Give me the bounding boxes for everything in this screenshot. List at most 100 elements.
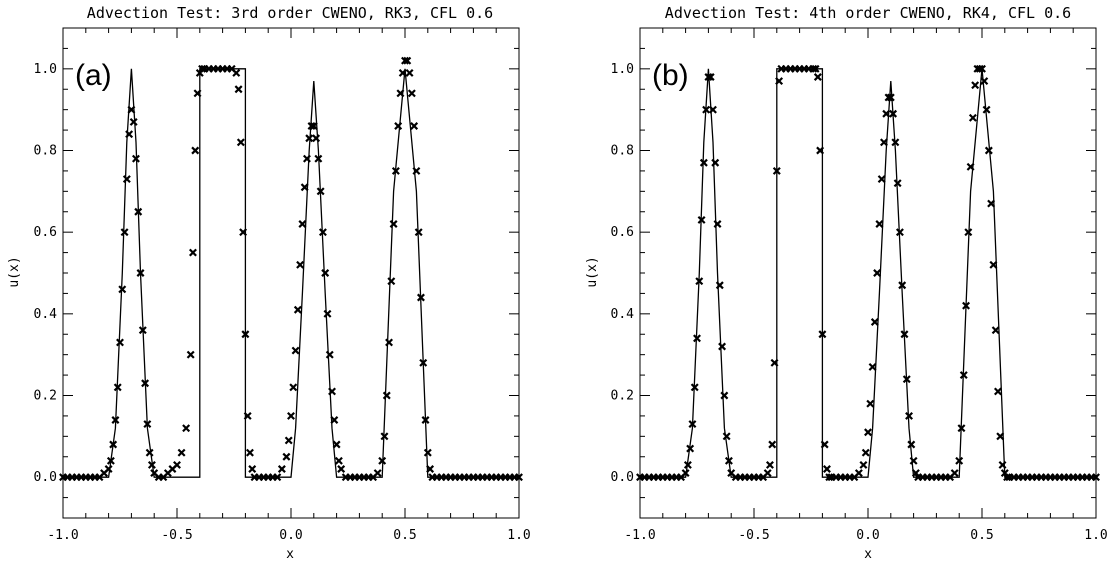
data-point-marker xyxy=(234,85,243,94)
chart-title: Advection Test: 4th order CWENO, RK4, CF… xyxy=(665,4,1071,22)
data-point-marker xyxy=(989,260,998,269)
data-point-marker xyxy=(129,117,138,126)
chart-title: Advection Test: 3rd order CWENO, RK3, CF… xyxy=(87,4,493,22)
data-point-marker xyxy=(118,285,127,294)
data-point-marker xyxy=(318,228,327,237)
data-point-marker xyxy=(978,64,986,73)
data-point-marker xyxy=(182,424,191,433)
data-point-marker xyxy=(882,109,891,118)
data-point-marker xyxy=(287,411,295,420)
data-point-marker xyxy=(405,68,414,77)
data-point-marker xyxy=(861,448,870,457)
data-point-marker xyxy=(423,448,432,457)
y-tick-label: 0.6 xyxy=(34,225,57,240)
data-point-marker xyxy=(113,383,122,392)
x-tick-label: 0.0 xyxy=(279,528,302,543)
data-point-marker xyxy=(282,452,291,461)
data-point-marker xyxy=(330,416,339,424)
data-point-marker xyxy=(312,134,321,143)
data-point-marker xyxy=(122,175,131,184)
data-point-marker xyxy=(314,154,323,163)
data-point-marker xyxy=(711,158,720,167)
data-point-marker xyxy=(106,456,115,465)
data-point-marker xyxy=(911,469,920,478)
data-point-marker xyxy=(866,399,875,408)
data-point-marker xyxy=(772,166,781,175)
data-point-marker xyxy=(385,338,394,347)
data-point-marker xyxy=(975,64,984,73)
data-point-marker xyxy=(293,305,302,314)
panel-label: (a) xyxy=(75,59,112,92)
data-point-marker xyxy=(957,424,966,433)
x-tick-label: 1.0 xyxy=(1084,528,1107,543)
x-tick-label: -1.0 xyxy=(624,528,655,543)
y-tick-label: 0.4 xyxy=(34,307,58,322)
data-point-marker xyxy=(859,460,868,469)
y-tick-label: 0.6 xyxy=(611,225,634,240)
data-point-marker xyxy=(186,350,195,359)
data-point-marker xyxy=(298,220,307,228)
data-point-marker xyxy=(284,436,293,445)
data-point-marker xyxy=(873,269,882,277)
data-point-marker xyxy=(389,220,398,228)
plot-frame xyxy=(62,27,520,519)
data-point-marker xyxy=(337,465,346,473)
data-point-marker xyxy=(401,56,409,65)
data-point-marker xyxy=(683,460,692,469)
x-tick-label: 1.0 xyxy=(507,528,530,543)
data-point-marker xyxy=(870,318,879,326)
data-point-marker xyxy=(305,134,314,143)
data-point-marker xyxy=(699,158,708,167)
data-point-marker xyxy=(763,469,772,478)
data-point-marker xyxy=(145,448,154,457)
x-tick-label: -1.0 xyxy=(47,528,78,543)
x-tick-label: -0.5 xyxy=(161,528,192,543)
data-point-marker xyxy=(245,448,254,457)
data-point-marker xyxy=(968,113,977,122)
data-point-marker xyxy=(127,105,136,114)
data-point-marker xyxy=(382,391,391,400)
data-point-marker xyxy=(131,154,140,163)
data-point-marker xyxy=(893,179,902,188)
data-point-marker xyxy=(704,73,713,81)
data-point-marker xyxy=(889,109,898,118)
data-point-marker xyxy=(141,379,150,388)
y-tick-label: 0.8 xyxy=(611,144,634,159)
y-tick-label: 0.4 xyxy=(611,307,635,322)
data-point-marker xyxy=(768,440,777,449)
data-point-marker xyxy=(718,342,727,351)
data-point-marker xyxy=(688,420,697,429)
data-point-marker xyxy=(708,105,717,114)
data-point-marker xyxy=(875,220,884,228)
data-point-marker xyxy=(813,73,822,81)
data-point-marker xyxy=(765,460,774,469)
data-point-marker xyxy=(905,411,914,420)
data-point-marker xyxy=(879,138,888,147)
data-point-marker xyxy=(412,166,421,175)
data-point-marker xyxy=(380,432,389,441)
data-point-marker xyxy=(410,122,419,130)
data-point-marker xyxy=(891,138,900,147)
data-point-marker xyxy=(391,166,400,175)
data-point-marker xyxy=(116,338,124,347)
data-point-marker xyxy=(111,416,120,424)
data-point-marker xyxy=(243,411,252,420)
data-point-marker xyxy=(289,383,298,392)
data-point-marker xyxy=(868,362,877,371)
data-point-marker xyxy=(854,469,863,478)
y-axis-label: u(x) xyxy=(7,256,22,287)
data-point-marker xyxy=(136,269,145,277)
data-point-marker xyxy=(125,130,134,139)
data-point-marker xyxy=(811,64,820,73)
data-point-marker xyxy=(143,420,152,429)
series-line-exact xyxy=(63,68,519,478)
data-point-marker xyxy=(980,77,989,86)
data-point-marker xyxy=(884,93,893,102)
data-point-marker xyxy=(966,162,975,171)
data-point-marker xyxy=(302,154,311,163)
data-point-marker xyxy=(996,432,1005,441)
data-point-marker xyxy=(138,326,147,335)
data-point-marker xyxy=(109,440,118,449)
data-point-marker xyxy=(316,187,325,196)
data-point-marker xyxy=(825,473,834,482)
